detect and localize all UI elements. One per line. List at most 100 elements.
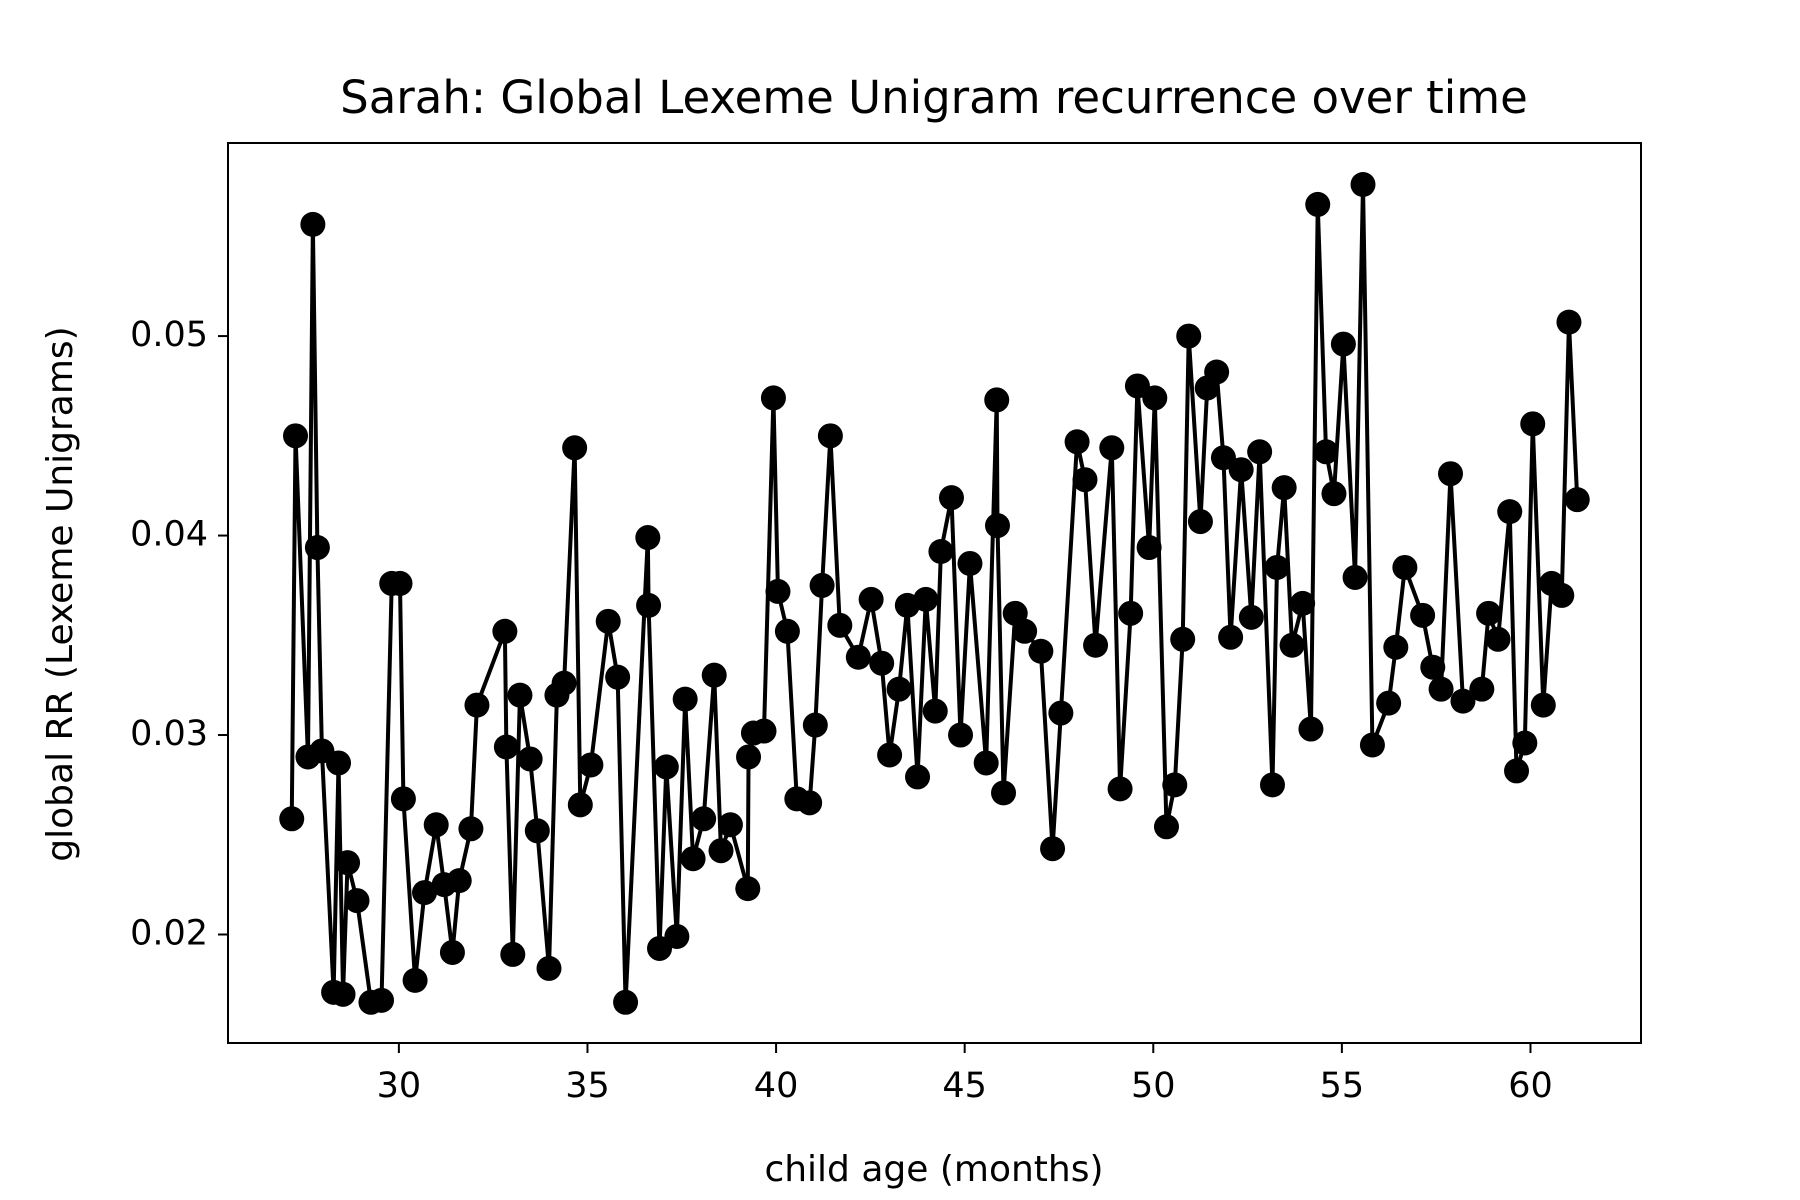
data-point <box>922 698 948 724</box>
data-point <box>1028 638 1054 664</box>
y-axis-label: global RR (Lexeme Unigrams) <box>40 326 81 861</box>
data-point <box>1485 626 1511 652</box>
x-tick-label: 30 <box>377 1066 422 1106</box>
x-tick-label: 50 <box>1131 1066 1176 1106</box>
data-point <box>1264 554 1290 580</box>
x-tick-label: 45 <box>942 1066 987 1106</box>
data-point <box>736 744 762 770</box>
plot-frame <box>227 142 1642 1044</box>
x-tick-label: 35 <box>565 1066 610 1106</box>
data-point <box>957 550 983 576</box>
x-tick-label: 55 <box>1320 1066 1365 1106</box>
data-point <box>1476 600 1502 626</box>
data-point <box>1176 323 1202 349</box>
data-point <box>1330 331 1356 357</box>
data-point <box>1247 439 1273 465</box>
data-point <box>1259 772 1285 798</box>
data-point <box>1313 439 1339 465</box>
data-point <box>817 423 843 449</box>
data-point <box>708 838 734 864</box>
data-point <box>653 754 679 780</box>
data-point <box>717 812 743 838</box>
data-point <box>439 939 465 965</box>
data-point <box>869 650 895 676</box>
data-point <box>402 967 428 993</box>
data-point <box>765 578 791 604</box>
data-point <box>493 734 519 760</box>
data-point <box>938 485 964 511</box>
data-point <box>1290 590 1316 616</box>
data-point <box>858 586 884 612</box>
data-point <box>1530 692 1556 718</box>
data-point <box>680 846 706 872</box>
chart-title: Sarah: Global Lexeme Unigram recurrence … <box>340 71 1528 124</box>
data-point <box>1136 535 1162 561</box>
data-point <box>1564 487 1590 513</box>
data-point <box>1450 688 1476 714</box>
data-point <box>886 676 912 702</box>
data-point <box>1342 564 1368 590</box>
data-point <box>304 535 330 561</box>
data-point <box>326 750 352 776</box>
data-point <box>1305 191 1331 217</box>
data-point <box>1359 732 1385 758</box>
data-point <box>1228 457 1254 483</box>
data-point <box>845 644 871 670</box>
data-point <box>1162 772 1188 798</box>
data-point <box>1383 634 1409 660</box>
data-point <box>774 618 800 644</box>
data-point <box>809 572 835 598</box>
data-point <box>1012 618 1038 644</box>
data-point <box>1392 554 1418 580</box>
data-point <box>387 570 413 596</box>
data-point <box>877 742 903 768</box>
data-point <box>1218 624 1244 650</box>
data-point <box>300 211 326 237</box>
data-point <box>973 750 999 776</box>
data-point <box>1321 481 1347 507</box>
data-point <box>423 812 449 838</box>
data-point <box>1420 654 1446 680</box>
data-point <box>390 786 416 812</box>
data-point <box>492 618 518 644</box>
data-point <box>595 608 621 634</box>
data-point <box>524 818 550 844</box>
data-point <box>635 525 661 551</box>
data-point <box>1072 467 1098 493</box>
data-point <box>1271 475 1297 501</box>
data-point <box>335 850 361 876</box>
data-point <box>1118 600 1144 626</box>
data-point <box>991 780 1017 806</box>
data-point <box>1064 429 1090 455</box>
data-point <box>928 539 954 565</box>
data-point <box>1279 632 1305 658</box>
data-point <box>283 423 309 449</box>
data-point <box>1549 582 1575 608</box>
x-tick-label: 40 <box>754 1066 799 1106</box>
data-point <box>1170 626 1196 652</box>
y-tick-label: 0.05 <box>130 315 208 355</box>
data-point <box>369 987 395 1013</box>
data-point <box>1497 499 1523 525</box>
data-point <box>1556 309 1582 335</box>
data-point <box>905 764 931 790</box>
data-point <box>562 435 588 461</box>
data-point <box>578 752 604 778</box>
data-point <box>1428 676 1454 702</box>
data-point <box>913 586 939 612</box>
data-point <box>551 670 577 696</box>
data-point <box>507 682 533 708</box>
data-point <box>664 923 690 949</box>
data-point <box>802 712 828 738</box>
data-point <box>760 385 786 411</box>
data-point <box>536 955 562 981</box>
data-point <box>1469 676 1495 702</box>
data-point <box>827 612 853 638</box>
data-point <box>1083 632 1109 658</box>
data-point <box>613 989 639 1015</box>
data-point <box>605 664 631 690</box>
data-point <box>500 941 526 967</box>
data-point <box>797 790 823 816</box>
data-point <box>672 686 698 712</box>
data-point <box>1210 445 1236 471</box>
